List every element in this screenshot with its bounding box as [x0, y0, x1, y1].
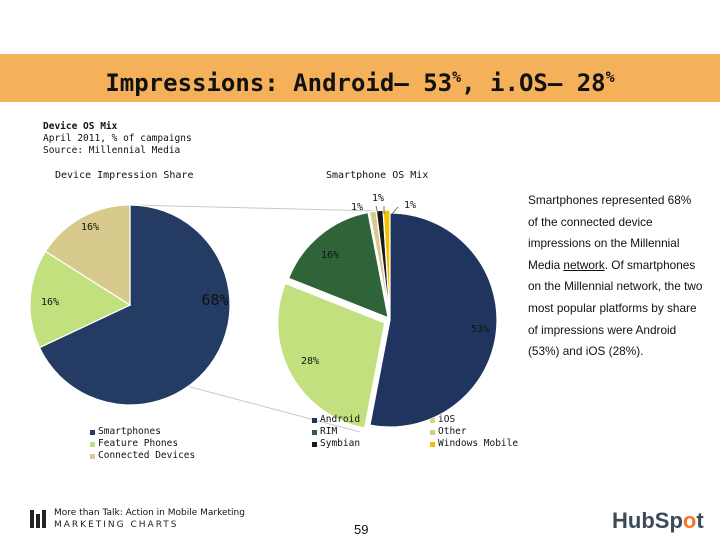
- bars-icon: [30, 510, 48, 528]
- os-legend-left: Android RIM Symbian: [312, 414, 360, 450]
- legend-item-connected-devices: Connected Devices: [90, 450, 195, 462]
- label-feature-phones: 16%: [41, 297, 59, 308]
- pie-labels: 68% 16% 16% 53% 28% 16% 1% 1% 1%: [41, 193, 489, 367]
- description-part-2: . Of smartphones on the Millennial netwo…: [528, 257, 703, 359]
- connector-line-top: [129, 204, 381, 212]
- legend-item-feature-phones: Feature Phones: [90, 438, 195, 450]
- legend-item-rim: RIM: [312, 426, 360, 438]
- title-bar: [0, 54, 720, 102]
- os-legend-right: iOS Other Windows Mobile: [430, 414, 518, 450]
- os-pie: [277, 209, 498, 429]
- meta-date: April 2011, % of campaigns: [43, 133, 192, 144]
- legend-swatch: [430, 417, 435, 423]
- legend-item-other: Other: [430, 426, 518, 438]
- pie-slice-windows-mobile: [382, 209, 391, 318]
- pie-slice-android: [369, 212, 498, 428]
- meta-title: Device OS Mix: [43, 121, 118, 132]
- page-number: 59: [354, 522, 369, 537]
- label-windows-mobile: 1%: [404, 200, 416, 211]
- pie-slice-smartphones: [38, 204, 231, 406]
- title-part-ios: , i.OS– 28: [461, 69, 606, 97]
- device-legend: Smartphones Feature Phones Connected Dev…: [90, 426, 195, 462]
- slide-title: Impressions: Android– 53%, i.OS– 28%: [0, 58, 720, 102]
- legend-swatch: [90, 453, 95, 459]
- legend-item-ios: iOS: [430, 414, 518, 426]
- description-part: Smartphones represented 68% of the conne…: [528, 193, 692, 272]
- title-percent-sign-2: %: [605, 68, 615, 86]
- device-pie: [29, 204, 231, 406]
- legend-swatch: [430, 441, 435, 447]
- legend-swatch: [90, 441, 95, 447]
- meta-source: Source: Millennial Media: [43, 145, 181, 156]
- os-chart-title: Smartphone OS Mix: [326, 170, 429, 181]
- pie-slice-rim: [287, 211, 389, 319]
- label-rim: 16%: [321, 250, 339, 261]
- chart-meta: Device OS Mix April 2011, % of campaigns…: [43, 121, 192, 157]
- legend-item-android: Android: [312, 414, 360, 426]
- legend-swatch: [312, 429, 317, 435]
- legend-item-windows-mobile: Windows Mobile: [430, 438, 518, 450]
- legend-swatch: [90, 429, 95, 435]
- label-smartphones: 68%: [201, 291, 228, 309]
- label-ios: 28%: [301, 356, 319, 367]
- pie-slice-connected-devices: [44, 204, 131, 307]
- network-link[interactable]: network: [563, 257, 605, 272]
- legend-item-smartphones: Smartphones: [90, 426, 195, 438]
- logo-tagline: More than Talk: Action in Mobile Marketi…: [54, 508, 245, 518]
- legend-swatch: [312, 417, 317, 423]
- pie-slice-ios: [277, 282, 386, 429]
- legend-swatch: [430, 429, 435, 435]
- device-chart-title: Device Impression Share: [55, 170, 194, 181]
- pie-slice-feature-phones: [29, 250, 132, 349]
- title-part-android: Impressions: Android– 53: [105, 69, 453, 97]
- legend-swatch: [312, 441, 317, 447]
- label-symbian: 1%: [372, 193, 384, 204]
- label-connected-devices: 16%: [81, 222, 99, 233]
- legend-item-symbian: Symbian: [312, 438, 360, 450]
- description-text: Smartphones represented 68% of the conne…: [528, 190, 703, 363]
- hubspot-logo: HubSpot: [612, 508, 704, 533]
- logo-wordmark: MARKETING CHARTS: [54, 520, 179, 530]
- title-percent-sign: %: [452, 68, 462, 86]
- label-other: 1%: [351, 202, 363, 213]
- label-android: 53%: [471, 324, 489, 335]
